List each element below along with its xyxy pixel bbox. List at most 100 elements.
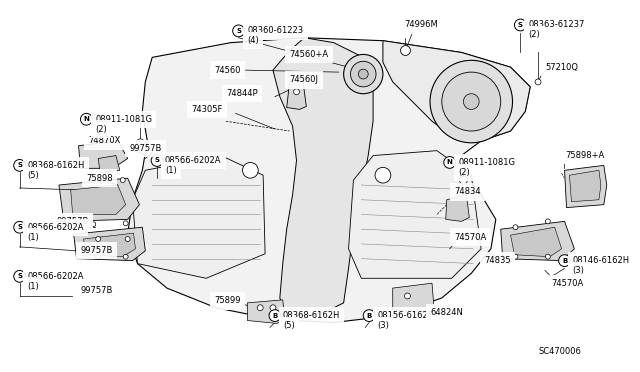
Text: 74870X: 74870X [88, 136, 121, 145]
Circle shape [120, 178, 125, 183]
Circle shape [151, 155, 163, 166]
Circle shape [270, 305, 276, 311]
Circle shape [269, 310, 281, 321]
Circle shape [463, 94, 479, 109]
Circle shape [13, 160, 26, 171]
Text: (1): (1) [28, 232, 39, 241]
Circle shape [364, 310, 375, 321]
Circle shape [125, 237, 130, 241]
Text: B: B [367, 312, 372, 318]
Polygon shape [445, 195, 469, 221]
Circle shape [545, 219, 550, 224]
Circle shape [81, 113, 92, 125]
Text: 08146-6162H: 08146-6162H [572, 256, 630, 265]
Text: 74570A: 74570A [454, 232, 487, 241]
Text: S: S [155, 157, 159, 163]
Text: (2): (2) [458, 168, 470, 177]
Polygon shape [500, 221, 574, 261]
Text: 75898+A: 75898+A [566, 151, 605, 160]
Polygon shape [98, 155, 120, 172]
Text: 74996M: 74996M [404, 20, 438, 29]
Text: 08566-6202A: 08566-6202A [165, 156, 221, 165]
Circle shape [243, 163, 258, 178]
Circle shape [513, 254, 518, 259]
Text: (3): (3) [377, 321, 389, 330]
Text: 08368-6162H: 08368-6162H [28, 161, 85, 170]
Text: 75899: 75899 [214, 296, 241, 305]
Text: (5): (5) [28, 171, 39, 180]
Text: 74835: 74835 [484, 256, 511, 265]
Polygon shape [132, 155, 265, 278]
Circle shape [96, 254, 100, 259]
Text: 74844P: 74844P [226, 89, 257, 98]
Polygon shape [59, 178, 140, 221]
Circle shape [257, 305, 263, 311]
Circle shape [404, 293, 410, 299]
Text: (2): (2) [95, 125, 107, 134]
Text: B: B [272, 312, 278, 318]
Polygon shape [83, 233, 136, 257]
Circle shape [124, 221, 128, 226]
Polygon shape [74, 227, 145, 261]
Circle shape [430, 60, 513, 143]
Polygon shape [273, 38, 373, 315]
Text: 08368-6162H: 08368-6162H [283, 311, 340, 320]
Circle shape [13, 270, 26, 282]
Polygon shape [383, 41, 530, 141]
Text: (1): (1) [165, 166, 177, 175]
Text: 74560J: 74560J [290, 76, 319, 84]
Circle shape [358, 69, 368, 79]
Circle shape [401, 46, 410, 55]
Text: 08363-61237: 08363-61237 [528, 20, 584, 29]
Circle shape [535, 79, 541, 85]
Text: 74570A: 74570A [552, 279, 584, 288]
Circle shape [233, 25, 244, 37]
Text: 74560: 74560 [214, 65, 241, 75]
Text: S: S [236, 28, 241, 34]
Circle shape [124, 254, 128, 259]
Text: 08156-6162F: 08156-6162F [377, 311, 433, 320]
Polygon shape [127, 38, 530, 323]
Text: S: S [17, 224, 22, 230]
Circle shape [344, 54, 383, 94]
Text: 75898: 75898 [86, 174, 113, 183]
Text: (1): (1) [28, 282, 39, 291]
Text: S: S [17, 273, 22, 279]
Text: 64824N: 64824N [430, 308, 463, 317]
Polygon shape [70, 185, 125, 215]
Text: 99757B: 99757B [81, 286, 113, 295]
Polygon shape [287, 77, 307, 109]
Circle shape [559, 255, 570, 266]
Text: 08911-1081G: 08911-1081G [95, 115, 152, 124]
Text: (4): (4) [248, 36, 259, 45]
Text: SC470006: SC470006 [538, 347, 581, 356]
Polygon shape [349, 151, 481, 278]
Circle shape [91, 222, 96, 227]
Text: 99757B: 99757B [81, 246, 113, 255]
Circle shape [96, 237, 100, 241]
Text: (3): (3) [572, 266, 584, 275]
Text: N: N [447, 160, 452, 166]
Text: S: S [518, 22, 523, 28]
Circle shape [545, 254, 550, 259]
Text: 74560+A: 74560+A [290, 50, 329, 59]
Text: 99757B: 99757B [130, 144, 162, 153]
Polygon shape [393, 283, 434, 312]
Polygon shape [570, 170, 601, 202]
Text: 08911-1081G: 08911-1081G [458, 158, 515, 167]
Text: 08566-6202A: 08566-6202A [28, 272, 84, 281]
Text: S: S [17, 163, 22, 169]
Text: 57210Q: 57210Q [545, 63, 578, 72]
Polygon shape [511, 227, 562, 257]
Text: (2): (2) [528, 30, 540, 39]
Text: N: N [83, 116, 90, 122]
Circle shape [136, 139, 145, 147]
Polygon shape [248, 300, 285, 324]
Text: 74305F: 74305F [191, 105, 223, 114]
Text: 74834: 74834 [454, 187, 481, 196]
Circle shape [444, 157, 456, 168]
Polygon shape [79, 141, 127, 168]
Circle shape [515, 19, 526, 31]
Polygon shape [564, 166, 607, 208]
Circle shape [351, 61, 376, 87]
